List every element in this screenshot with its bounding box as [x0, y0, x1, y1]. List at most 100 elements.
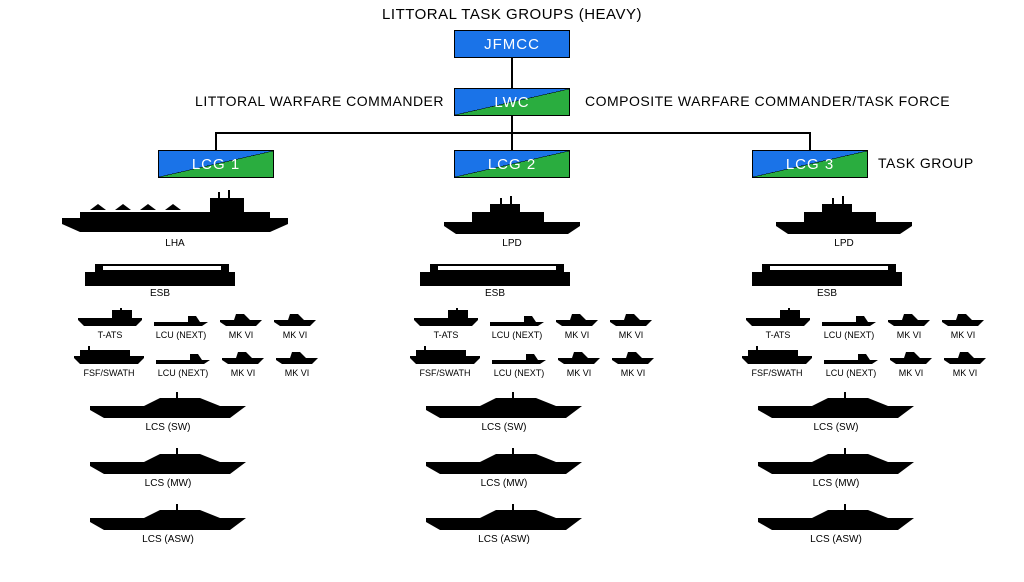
ship-mkvi: MK VI — [276, 350, 318, 378]
ship-esb: ESB — [752, 258, 902, 299]
connector-line — [511, 116, 513, 132]
lcs-icon — [426, 392, 582, 420]
ship-lcu: LCU (NEXT) — [492, 350, 546, 378]
ship-label: LCU (NEXT) — [494, 368, 545, 378]
mkvi-icon — [220, 312, 262, 328]
lcu-icon — [822, 312, 876, 328]
ship-lcs: LCS (MW) — [90, 448, 246, 489]
lcs-icon — [758, 504, 914, 532]
ship-mkvi: MK VI — [610, 312, 652, 340]
ship-tats: T-ATS — [746, 308, 810, 340]
fsf-icon — [410, 346, 480, 366]
small-craft-row: T-ATS LCU (NEXT) MK VI MK VI — [414, 308, 652, 340]
ship-label: MK VI — [899, 368, 924, 378]
ship-mkvi: MK VI — [612, 350, 654, 378]
ship-lha: LHA — [60, 188, 290, 249]
ship-label: LCU (NEXT) — [824, 330, 875, 340]
ship-label: LCS (SW) — [814, 422, 859, 433]
lcs-icon — [426, 448, 582, 476]
ship-mkvi: MK VI — [220, 312, 262, 340]
lwc-left-label: LITTORAL WARFARE COMMANDER — [195, 93, 444, 109]
ship-lcs: LCS (ASW) — [426, 504, 582, 545]
ship-label: LCS (ASW) — [478, 534, 530, 545]
ship-label: LCS (SW) — [482, 422, 527, 433]
org-label: LCG 1 — [192, 156, 240, 173]
lcu-icon — [156, 350, 210, 366]
connector-line — [216, 132, 811, 134]
fsf-icon — [742, 346, 812, 366]
ship-label: MK VI — [283, 330, 308, 340]
mkvi-icon — [276, 350, 318, 366]
org-box-lcg1: LCG 1 — [158, 150, 274, 178]
ship-lcs: LCS (ASW) — [758, 504, 914, 545]
ship-label: MK VI — [285, 368, 310, 378]
ship-lpd: LPD — [774, 196, 914, 249]
ship-label: LCU (NEXT) — [492, 330, 543, 340]
lcs-icon — [90, 392, 246, 420]
ship-mkvi: MK VI — [558, 350, 600, 378]
mkvi-icon — [944, 350, 986, 366]
ship-esb: ESB — [85, 258, 235, 299]
ship-label: ESB — [150, 288, 170, 299]
org-box-lcg2: LCG 2 — [454, 150, 570, 178]
connector-line — [215, 132, 217, 150]
org-label: JFMCC — [484, 36, 540, 53]
mkvi-icon — [888, 312, 930, 328]
ship-label: LCS (SW) — [146, 422, 191, 433]
small-craft-row: FSF/SWATH LCU (NEXT) MK VI MK VI — [410, 346, 654, 378]
ship-mkvi: MK VI — [556, 312, 598, 340]
lpd-icon — [774, 196, 914, 236]
esb-icon — [85, 258, 235, 286]
ship-label: T-ATS — [766, 330, 791, 340]
lwc-right-label: COMPOSITE WARFARE COMMANDER/TASK FORCE — [585, 93, 950, 109]
ship-label: FSF/SWATH — [752, 368, 803, 378]
org-label: LCG 3 — [786, 156, 834, 173]
lcs-icon — [90, 448, 246, 476]
ship-label: MK VI — [231, 368, 256, 378]
org-box-lwc: LWC — [454, 88, 570, 116]
ship-label: LCU (NEXT) — [156, 330, 207, 340]
lcu-icon — [824, 350, 878, 366]
org-label: LCG 2 — [488, 156, 536, 173]
mkvi-icon — [556, 312, 598, 328]
task-group-label: TASK GROUP — [878, 155, 974, 171]
small-craft-row: T-ATS LCU (NEXT) MK VI MK VI — [78, 308, 316, 340]
ship-mkvi: MK VI — [274, 312, 316, 340]
ship-label: MK VI — [565, 330, 590, 340]
tats-icon — [746, 308, 810, 328]
small-craft-row: FSF/SWATH LCU (NEXT) MK VI MK VI — [742, 346, 986, 378]
ship-tats: T-ATS — [78, 308, 142, 340]
small-craft-row: FSF/SWATH LCU (NEXT) MK VI MK VI — [74, 346, 318, 378]
tats-icon — [78, 308, 142, 328]
ship-label: MK VI — [621, 368, 646, 378]
ship-esb: ESB — [420, 258, 570, 299]
ship-fsf: FSF/SWATH — [410, 346, 480, 378]
ship-lcs: LCS (MW) — [426, 448, 582, 489]
lcu-icon — [154, 312, 208, 328]
ship-label: LPD — [834, 238, 853, 249]
ship-label: MK VI — [619, 330, 644, 340]
ship-label: LCU (NEXT) — [826, 368, 877, 378]
ship-label: LCS (ASW) — [142, 534, 194, 545]
lha-icon — [60, 188, 290, 236]
ship-lcu: LCU (NEXT) — [822, 312, 876, 340]
ship-mkvi: MK VI — [890, 350, 932, 378]
ship-lcu: LCU (NEXT) — [490, 312, 544, 340]
tats-icon — [414, 308, 478, 328]
ship-fsf: FSF/SWATH — [742, 346, 812, 378]
connector-line — [809, 132, 811, 150]
mkvi-icon — [942, 312, 984, 328]
ship-label: T-ATS — [434, 330, 459, 340]
ship-lcs: LCS (SW) — [758, 392, 914, 433]
connector-line — [511, 58, 513, 88]
ship-lcu: LCU (NEXT) — [156, 350, 210, 378]
ship-lcu: LCU (NEXT) — [824, 350, 878, 378]
ship-lcs: LCS (MW) — [758, 448, 914, 489]
ship-label: MK VI — [951, 330, 976, 340]
ship-fsf: FSF/SWATH — [74, 346, 144, 378]
page-title: LITTORAL TASK GROUPS (HEAVY) — [382, 6, 642, 23]
ship-label: MK VI — [953, 368, 978, 378]
ship-label: MK VI — [897, 330, 922, 340]
ship-lcu: LCU (NEXT) — [154, 312, 208, 340]
ship-label: FSF/SWATH — [84, 368, 135, 378]
